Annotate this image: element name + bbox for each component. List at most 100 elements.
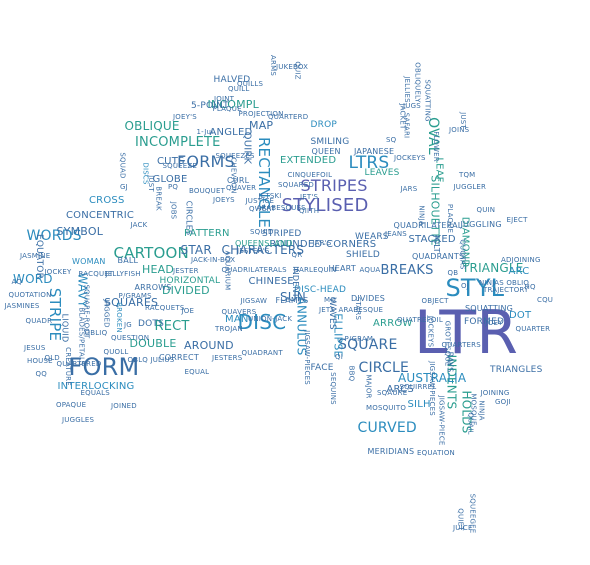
cloud-word: EQUATOR bbox=[33, 233, 44, 279]
cloud-word: CHEVRON bbox=[229, 156, 238, 194]
cloud-word: QUADRANT bbox=[241, 348, 283, 357]
cloud-word: JUICE bbox=[453, 523, 473, 532]
cloud-word: EQUALS bbox=[80, 388, 110, 397]
cloud-word: STARS bbox=[353, 296, 362, 320]
cloud-word: JOE bbox=[181, 306, 195, 315]
cloud-word: GROTESQUE bbox=[443, 320, 452, 366]
cloud-word: INTERLOCKING bbox=[57, 381, 135, 392]
cloud-word: FLOWER bbox=[431, 130, 440, 162]
cloud-word: JEANS bbox=[385, 229, 407, 238]
cloud-word: SQUEEZE bbox=[162, 161, 198, 170]
cloud-word: QUARTERED bbox=[56, 359, 102, 368]
cloud-word: OBLIQUE bbox=[124, 119, 180, 133]
cloud-word: BOUQUET bbox=[189, 186, 226, 195]
cloud-word: QUIET bbox=[456, 507, 465, 531]
cloud-word: CHINESE bbox=[248, 276, 294, 287]
cloud-word: RECT bbox=[154, 318, 190, 334]
cloud-word: UNION-JACK bbox=[248, 314, 293, 323]
cloud-word: QIITH bbox=[299, 206, 320, 215]
cloud-word: HOUSE bbox=[27, 356, 53, 365]
cloud-word: ARMS bbox=[268, 54, 277, 76]
cloud-word: SUN bbox=[280, 290, 306, 304]
cloud-word: JOEY bbox=[485, 318, 503, 327]
cloud-word: AQ bbox=[11, 277, 23, 286]
cloud-word: JARS bbox=[400, 184, 418, 193]
cloud-word: ARABESQUE bbox=[338, 305, 384, 314]
cloud-word: ARCS bbox=[386, 384, 414, 395]
cloud-word: DOTS bbox=[138, 318, 165, 329]
cloud-word: OPAQUE bbox=[56, 400, 87, 409]
cloud-word: QB bbox=[447, 268, 459, 277]
cloud-word: DOT bbox=[509, 310, 532, 321]
cloud-word: MQ bbox=[324, 295, 336, 304]
cloud-word: SQ bbox=[386, 135, 397, 144]
cloud-word: QUATREFOIL bbox=[397, 315, 443, 324]
cloud-word: QQ bbox=[35, 369, 47, 378]
cloud-word: SQUATTING bbox=[423, 78, 432, 122]
cloud-word: QUARTERS bbox=[441, 340, 481, 349]
cloud-word: SQUATTING bbox=[465, 304, 514, 313]
cloud-word: SQAURE bbox=[377, 388, 408, 397]
cloud-word: RACQUETS bbox=[145, 303, 185, 312]
cloud-word: QUARTER bbox=[515, 324, 551, 333]
cloud-word: QUADRILATERALS bbox=[221, 265, 287, 274]
cloud-word: FORMED bbox=[464, 316, 505, 327]
cloud-word: MAJOR bbox=[364, 373, 373, 399]
cloud-word: SHIELD bbox=[346, 249, 380, 260]
cloud-word: GOJI bbox=[495, 397, 511, 406]
cloud-word: SQUARED bbox=[278, 180, 314, 189]
cloud-word: ARC bbox=[508, 266, 530, 277]
cloud-word: JUSTICE bbox=[245, 196, 275, 205]
cloud-word: JESTER'S bbox=[237, 246, 270, 255]
cloud-word: JASMINES bbox=[4, 301, 40, 310]
cloud-word: JOEY'S bbox=[173, 112, 197, 121]
cloud-word: CUTS bbox=[157, 156, 185, 167]
cloud-word: QR bbox=[291, 250, 303, 259]
cloud-word: CURL bbox=[227, 176, 250, 185]
cloud-word: SQUEEZES bbox=[215, 151, 255, 160]
cloud-word: EXTENDED bbox=[280, 155, 337, 166]
cloud-word: QLD bbox=[44, 353, 60, 362]
cloud-word: SQUID bbox=[250, 227, 274, 236]
cloud-word: HEAD bbox=[142, 262, 175, 276]
cloud-word: JELLYFISH bbox=[105, 269, 141, 278]
cloud-word: HEART bbox=[328, 264, 356, 273]
cloud-word: QWERT bbox=[249, 204, 276, 213]
cloud-word: DOUBLE bbox=[129, 336, 177, 350]
cloud-word: JASMINE bbox=[20, 251, 51, 260]
cloud-word: WOMAN bbox=[72, 257, 106, 266]
cloud-word: OBLQ JULIUS bbox=[127, 355, 175, 364]
cloud-word: QUILLS bbox=[237, 79, 264, 88]
cloud-word: QI bbox=[335, 352, 343, 361]
cloud-word: CIRCLES bbox=[183, 200, 193, 236]
cloud-word: QUEEN bbox=[311, 147, 341, 156]
cloud-word: QUADRILATERAL bbox=[393, 221, 463, 230]
cloud-word: JUKEBOX bbox=[276, 62, 309, 71]
cloud-word: BREAKS bbox=[380, 262, 434, 278]
cloud-word: SQUIRREL bbox=[399, 382, 437, 391]
cloud-word: JOINT bbox=[214, 94, 235, 103]
cloud-word: DIVIDES bbox=[351, 294, 386, 303]
cloud-word: ROUNDED-CORNERS bbox=[269, 239, 377, 250]
cloud-word: QUIN bbox=[476, 205, 496, 214]
cloud-word: QUARTERD bbox=[268, 112, 309, 121]
cloud-word: JOCKEYS bbox=[394, 153, 426, 162]
cloud-word: STYLISED bbox=[281, 195, 369, 216]
cloud-word: JIGSAW-PIECES bbox=[427, 360, 436, 416]
cloud-word: CIRCLE bbox=[358, 360, 410, 376]
cloud-word: RECTANGLE bbox=[254, 136, 273, 228]
cloud-word: JOINING bbox=[480, 388, 510, 397]
cloud-word: EQUATION bbox=[417, 448, 455, 457]
cloud-word: OBLIQUELY bbox=[413, 61, 422, 103]
cloud-word: JAPANESE bbox=[354, 147, 395, 156]
cloud-word: BROKEN bbox=[114, 301, 123, 333]
cloud-word: JIGSAW bbox=[240, 296, 268, 305]
cloud-word: PQ bbox=[168, 182, 179, 191]
cloud-word: JUGS bbox=[403, 101, 421, 110]
cloud-word: MAP bbox=[249, 118, 274, 132]
cloud-word: JETSKI bbox=[258, 191, 282, 200]
cloud-word: ADJOINING bbox=[501, 255, 541, 264]
cloud-word: JUST bbox=[146, 174, 155, 192]
cloud-word: LEAVES bbox=[364, 167, 400, 178]
